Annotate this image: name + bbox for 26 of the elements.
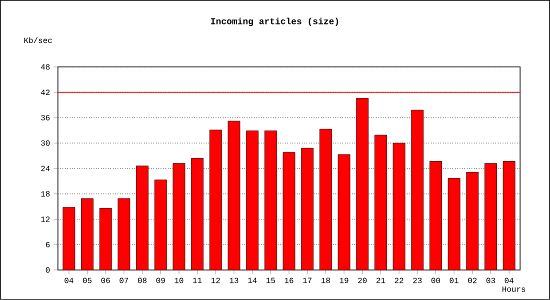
bar bbox=[484, 163, 497, 270]
bar bbox=[228, 120, 240, 270]
bar bbox=[264, 130, 277, 270]
bar bbox=[374, 134, 387, 270]
bar bbox=[154, 180, 167, 270]
bar bbox=[356, 98, 369, 270]
bar bbox=[136, 166, 148, 270]
bar bbox=[99, 208, 112, 270]
bar bbox=[81, 198, 94, 270]
bar bbox=[301, 148, 314, 270]
bar bbox=[411, 110, 424, 270]
bar bbox=[172, 163, 186, 270]
bar bbox=[209, 130, 222, 270]
bar bbox=[392, 142, 406, 270]
bar bbox=[338, 154, 350, 270]
bar bbox=[62, 207, 76, 270]
bar bbox=[430, 161, 442, 270]
bar bbox=[466, 172, 479, 270]
bar bbox=[191, 158, 204, 270]
bar bbox=[282, 152, 296, 270]
bar bbox=[319, 128, 332, 270]
bar bbox=[246, 130, 259, 270]
bar bbox=[118, 198, 130, 270]
chart-title: Incoming articles (size) bbox=[211, 18, 338, 26]
bar bbox=[502, 161, 516, 270]
bar bbox=[448, 178, 460, 270]
